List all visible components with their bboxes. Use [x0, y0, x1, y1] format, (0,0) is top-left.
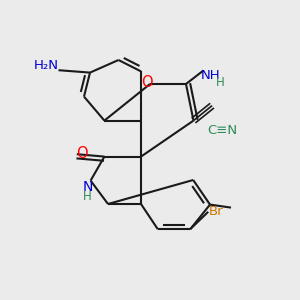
Text: N: N — [82, 180, 93, 194]
Text: C≡N: C≡N — [207, 124, 237, 137]
Text: H: H — [83, 190, 92, 203]
Text: NH: NH — [201, 69, 220, 82]
Text: H: H — [216, 76, 224, 89]
Text: Br: Br — [209, 205, 224, 218]
Text: O: O — [76, 146, 87, 161]
Text: H₂N: H₂N — [34, 59, 58, 72]
Text: O: O — [141, 75, 152, 90]
